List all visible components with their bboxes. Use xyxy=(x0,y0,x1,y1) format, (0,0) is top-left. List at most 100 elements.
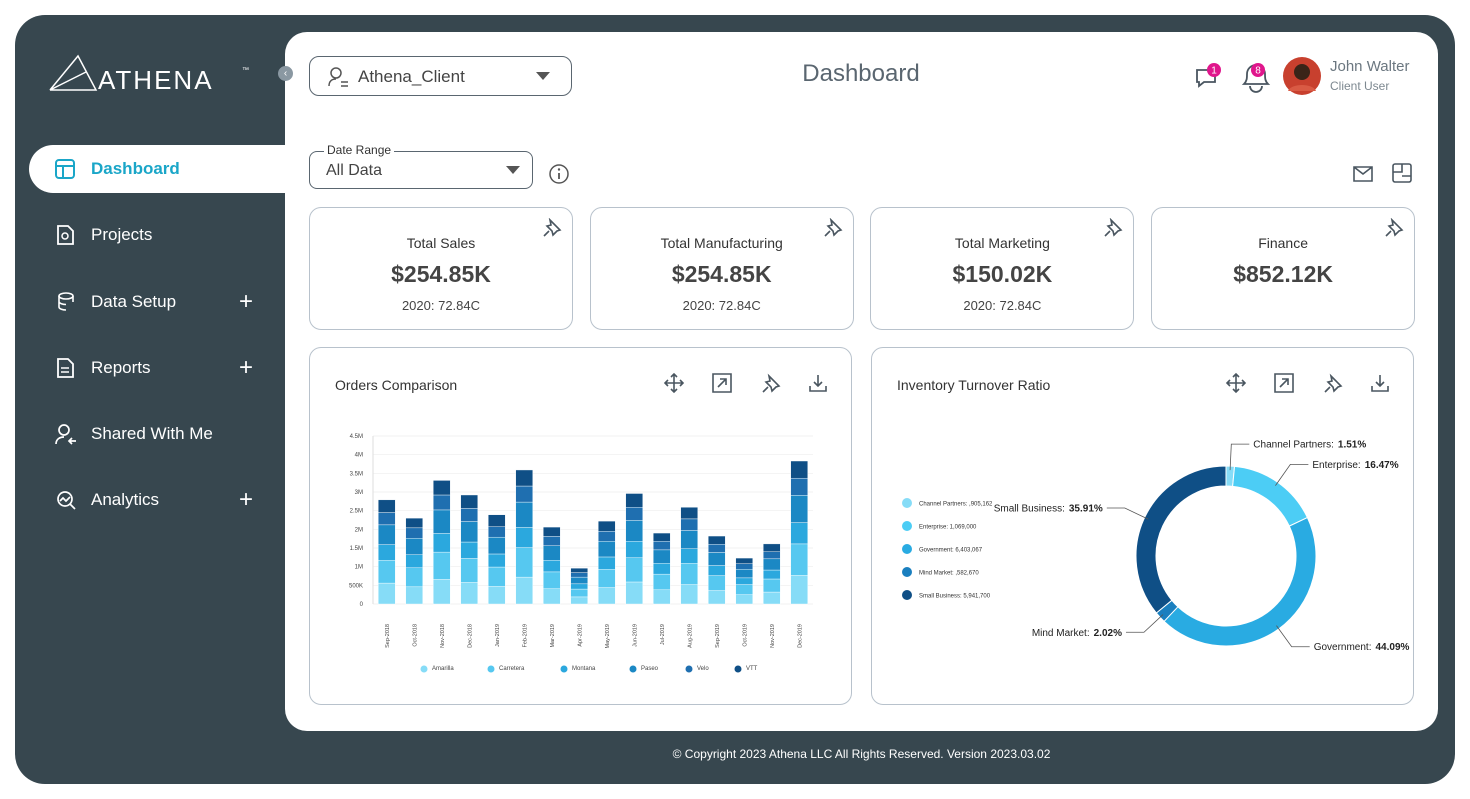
x-tick-label: Feb-2019 xyxy=(522,624,528,648)
kpi-value: $254.85K xyxy=(391,261,491,287)
expand-icon[interactable]: + xyxy=(238,288,253,315)
expand-icon[interactable]: + xyxy=(238,354,253,381)
tool-icon[interactable] xyxy=(1371,375,1389,392)
icon-path xyxy=(1274,373,1294,393)
bar-segment xyxy=(790,543,808,576)
legend-label: Mind Market: ,582,670 xyxy=(919,571,979,577)
collapse-button[interactable]: ‹ xyxy=(278,66,293,81)
label-name: Small Business: xyxy=(994,504,1065,515)
bar-segment xyxy=(515,485,533,503)
bar-segment xyxy=(378,544,396,561)
bar-segment xyxy=(598,520,616,532)
bar-segment xyxy=(790,477,808,496)
nav-item[interactable]: Reports + xyxy=(29,344,285,392)
y-tick-label: 2.5M xyxy=(350,509,363,515)
bar-segment xyxy=(680,548,698,564)
bar-segment xyxy=(433,494,451,511)
icon xyxy=(57,358,74,378)
bar-segment xyxy=(543,545,561,561)
bar-segment xyxy=(708,590,726,605)
bar-segment xyxy=(598,556,616,570)
legend-swatch xyxy=(902,544,912,554)
tool-icon[interactable] xyxy=(1274,373,1294,393)
nav-label: Projects xyxy=(91,225,153,244)
tool-icon[interactable] xyxy=(809,375,827,392)
bar-segment xyxy=(433,480,451,496)
nav-item[interactable]: Dashboard xyxy=(29,145,285,193)
bar-segment xyxy=(378,560,396,584)
bar-segment xyxy=(625,557,643,583)
icon-path xyxy=(712,373,732,393)
bar-segment xyxy=(543,560,561,573)
legend-label: Paseo xyxy=(641,666,659,672)
data-label: Government: 44.09% xyxy=(1314,642,1410,653)
date-range-select[interactable]: Date Range All Data xyxy=(309,143,533,189)
kpi-title: Finance xyxy=(1258,235,1308,251)
tool-icon[interactable] xyxy=(712,373,732,393)
bar-segment xyxy=(598,587,616,605)
kpi-note: 2020: 72.84C xyxy=(963,298,1042,313)
y-tick-label: 0 xyxy=(360,602,364,608)
bar-segment xyxy=(625,541,643,558)
bar-segment xyxy=(790,460,808,479)
footer: © Copyright 2023 Athena LLC All Rights R… xyxy=(672,747,1051,761)
tool-icon[interactable] xyxy=(1225,372,1247,394)
data-label: Small Business: 35.91% xyxy=(994,504,1103,515)
bar-segment xyxy=(653,532,671,542)
donut-chart: Channel Partners: 1.51% Enterprise: 16.47% G… xyxy=(902,372,1410,653)
y-tick-label: 4.5M xyxy=(350,434,363,440)
pin-icon[interactable] xyxy=(1384,218,1404,238)
pin-icon[interactable] xyxy=(1103,218,1123,238)
bar-segment xyxy=(570,572,588,578)
x-tick-label: Oct-2018 xyxy=(412,624,418,647)
bar-segment xyxy=(405,586,423,605)
label-name: Government: xyxy=(1314,642,1372,653)
bar-segment xyxy=(405,517,423,529)
nav-item[interactable]: Shared With Me xyxy=(29,410,285,458)
y-tick-label: 3M xyxy=(355,490,363,496)
bar-segment xyxy=(625,520,643,542)
tool-icon[interactable] xyxy=(663,372,685,394)
legend-label: Channel Partners: ,905,162 xyxy=(919,502,993,508)
legend-swatch xyxy=(902,567,912,577)
bar-segment xyxy=(378,512,396,526)
page-title: Dashboard xyxy=(802,60,920,87)
expand-icon[interactable]: + xyxy=(238,486,253,513)
avatar[interactable] xyxy=(1283,57,1321,95)
tool-icon[interactable] xyxy=(1324,373,1343,393)
bar-segment xyxy=(735,557,753,564)
data-label: Channel Partners: 1.51% xyxy=(1253,440,1366,451)
client-select[interactable]: Athena_Client xyxy=(309,56,572,96)
bar-segment xyxy=(460,582,478,605)
bar-segment xyxy=(515,547,533,578)
x-tick-label: Sep-2018 xyxy=(385,624,391,648)
bar-segment xyxy=(488,514,506,527)
kpi-value: $254.85K xyxy=(671,261,772,287)
y-tick-label: 1M xyxy=(355,565,363,571)
nav-item[interactable]: Analytics + xyxy=(29,476,285,524)
info-icon[interactable] xyxy=(548,163,570,185)
kpi-note: 2020: 72.84C xyxy=(401,298,481,313)
callout-line xyxy=(1106,507,1149,520)
icon-path xyxy=(1225,372,1247,394)
icon-path xyxy=(762,373,781,393)
tool-icon[interactable] xyxy=(762,373,781,393)
header-icons: 1 8 xyxy=(1196,63,1271,93)
icon-path xyxy=(1371,375,1389,392)
legend-swatch xyxy=(902,521,912,531)
bar-segment xyxy=(735,577,753,585)
pin-icon[interactable] xyxy=(823,218,843,238)
dropdown-arrow xyxy=(536,72,550,80)
callout-line xyxy=(1276,625,1310,648)
toolbar-icons[interactable] xyxy=(1350,162,1416,186)
pin-icon[interactable] xyxy=(542,218,562,238)
data-label: Mind Market: 2.02% xyxy=(1032,628,1122,639)
bar-segment xyxy=(543,526,561,537)
bar-segment xyxy=(763,543,781,552)
kpi-title: Total Marketing xyxy=(954,235,1050,251)
bar-segment xyxy=(405,554,423,568)
data-label: Enterprise: 16.47% xyxy=(1312,460,1398,471)
nav-item[interactable]: Projects xyxy=(29,211,285,259)
nav-item[interactable]: Data Setup + xyxy=(29,278,285,326)
kpi-title: Total Manufacturing xyxy=(660,235,783,251)
